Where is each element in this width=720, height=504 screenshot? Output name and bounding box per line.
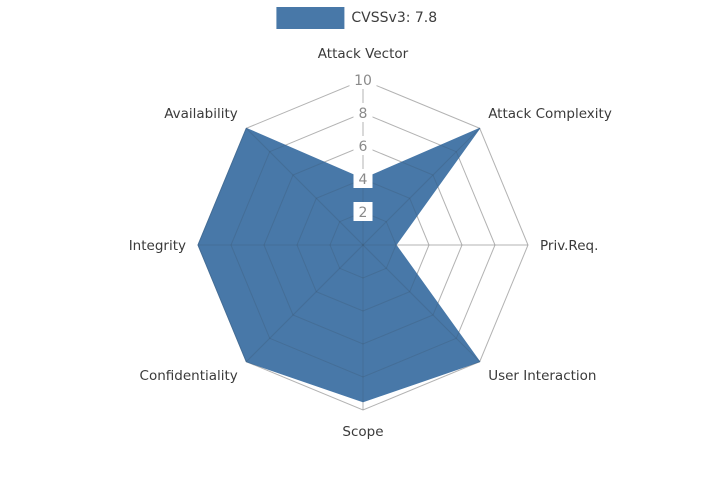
axis-label-attack-complexity: Attack Complexity [488,106,612,122]
radial-tick-box [349,70,377,89]
radar-spoke-overlay [245,244,364,363]
radar-ring-overlay [263,145,463,345]
legend-item-cvssv3[interactable]: CVSSv3: 7.8 [276,7,437,29]
axis-label-confidentiality: Confidentiality [140,368,238,384]
axis-label-availability: Availability [164,106,238,122]
radar-ring-overlay [329,211,397,279]
radial-tick-label: 8 [359,106,368,122]
radial-tick-box [353,202,373,221]
radar-spoke-overlay [362,127,481,246]
radial-tick-label: 6 [359,139,368,155]
legend-swatch [276,7,345,29]
radial-tick-label: 10 [354,73,372,89]
radar-series-polygon [197,127,481,403]
radial-tick-label: 2 [359,205,368,221]
axis-label-integrity: Integrity [129,238,186,254]
axis-label-priv-req: Priv.Req. [540,238,598,254]
radial-tick-box [353,136,373,155]
radial-tick-box [353,103,373,122]
axis-label-user-interaction: User Interaction [488,368,596,384]
radial-tick-box [353,169,373,188]
radar-spoke-overlay [245,127,364,246]
radar-spoke-overlay [362,244,481,363]
legend-label: CVSSv3: 7.8 [351,10,438,26]
legend: CVSSv3: 7.8 [276,7,437,29]
radial-tick-label: 4 [359,172,368,188]
radar-ring-overlay [197,79,529,411]
radar-ring-overlay [296,178,430,312]
radar-ring-overlay [230,112,496,378]
axis-label-scope: Scope [342,424,383,440]
axis-label-attack-vector: Attack Vector [318,46,409,62]
